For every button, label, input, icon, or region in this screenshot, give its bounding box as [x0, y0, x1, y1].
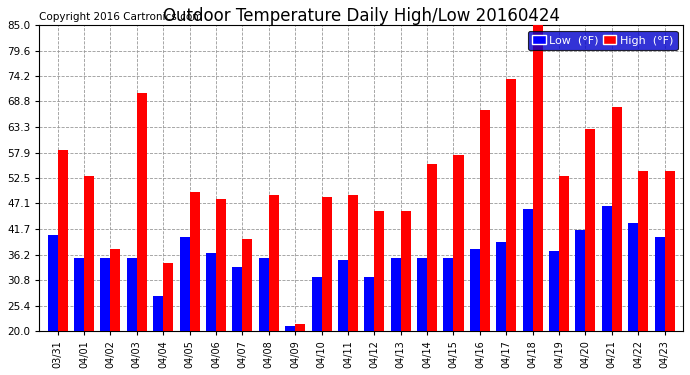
- Bar: [638, 171, 648, 331]
- Text: Copyright 2016 Cartronics.com: Copyright 2016 Cartronics.com: [39, 12, 203, 22]
- Bar: [110, 249, 121, 331]
- Bar: [285, 326, 295, 331]
- Bar: [322, 197, 332, 331]
- Bar: [137, 93, 147, 331]
- Bar: [127, 258, 137, 331]
- Bar: [533, 20, 542, 331]
- Bar: [216, 199, 226, 331]
- Title: Outdoor Temperature Daily High/Low 20160424: Outdoor Temperature Daily High/Low 20160…: [163, 7, 560, 25]
- Bar: [480, 110, 490, 331]
- Bar: [153, 296, 164, 331]
- Bar: [496, 242, 506, 331]
- Bar: [338, 260, 348, 331]
- Bar: [259, 258, 269, 331]
- Bar: [58, 150, 68, 331]
- Bar: [628, 223, 638, 331]
- Bar: [164, 263, 173, 331]
- Bar: [233, 267, 242, 331]
- Bar: [575, 230, 585, 331]
- Bar: [549, 251, 559, 331]
- Bar: [470, 249, 480, 331]
- Bar: [348, 195, 358, 331]
- Bar: [559, 176, 569, 331]
- Bar: [585, 129, 595, 331]
- Bar: [179, 237, 190, 331]
- Bar: [74, 258, 84, 331]
- Bar: [444, 258, 453, 331]
- Bar: [506, 79, 516, 331]
- Bar: [48, 234, 58, 331]
- Bar: [391, 258, 401, 331]
- Bar: [84, 176, 94, 331]
- Bar: [655, 237, 664, 331]
- Bar: [295, 324, 305, 331]
- Bar: [242, 239, 253, 331]
- Bar: [206, 254, 216, 331]
- Bar: [612, 108, 622, 331]
- Bar: [311, 277, 322, 331]
- Bar: [427, 164, 437, 331]
- Bar: [401, 211, 411, 331]
- Bar: [364, 277, 375, 331]
- Legend: Low  (°F), High  (°F): Low (°F), High (°F): [528, 31, 678, 50]
- Bar: [101, 258, 110, 331]
- Bar: [269, 195, 279, 331]
- Bar: [190, 192, 199, 331]
- Bar: [417, 258, 427, 331]
- Bar: [602, 206, 612, 331]
- Bar: [522, 209, 533, 331]
- Bar: [664, 171, 675, 331]
- Bar: [453, 154, 464, 331]
- Bar: [375, 211, 384, 331]
